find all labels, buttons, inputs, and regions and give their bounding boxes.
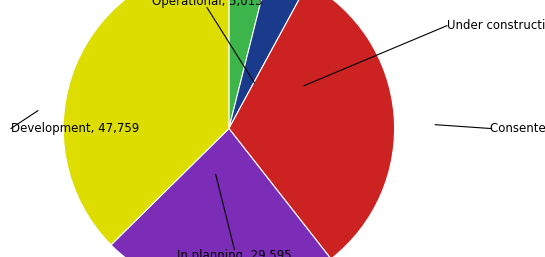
Wedge shape	[229, 0, 269, 128]
Text: Operational, 5,013: Operational, 5,013	[152, 0, 262, 8]
Wedge shape	[63, 0, 229, 245]
Text: Consented, 40,223: Consented, 40,223	[490, 122, 545, 135]
Text: Under construction, 5,115: Under construction, 5,115	[447, 19, 545, 32]
Text: In planning, 29,595: In planning, 29,595	[177, 249, 292, 257]
Wedge shape	[111, 128, 331, 257]
Wedge shape	[229, 0, 395, 257]
Text: Development, 47,759: Development, 47,759	[11, 122, 139, 135]
Wedge shape	[229, 0, 308, 128]
